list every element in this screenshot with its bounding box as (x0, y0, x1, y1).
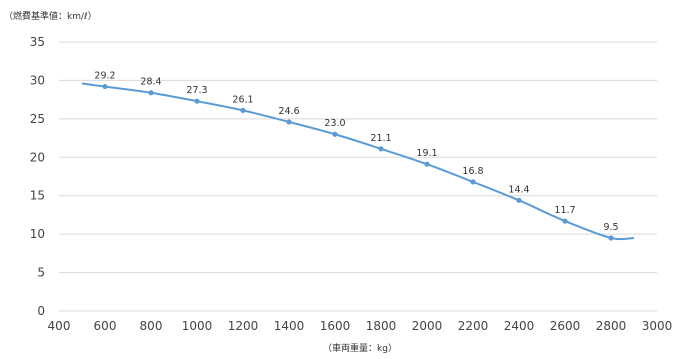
data-point (424, 161, 430, 167)
data-label: 14.4 (508, 184, 529, 195)
data-point (332, 131, 338, 137)
x-tick-label: 2800 (596, 319, 627, 333)
x-tick-label: 1000 (182, 319, 213, 333)
y-tick-label: 25 (30, 112, 45, 126)
data-point (148, 90, 154, 96)
x-tick-label: 2400 (504, 319, 535, 333)
data-label: 19.1 (416, 148, 437, 159)
x-tick-label: 400 (48, 319, 71, 333)
data-point (194, 98, 200, 104)
data-label: 26.1 (232, 94, 253, 105)
data-label: 9.5 (603, 222, 618, 233)
y-tick-label: 15 (30, 189, 45, 203)
y-tick-label: 10 (30, 227, 45, 241)
data-label: 11.7 (554, 205, 575, 216)
data-label: 28.4 (140, 77, 161, 88)
y-tick-label: 20 (30, 150, 45, 164)
data-point (608, 235, 614, 241)
series-layer (81, 82, 635, 241)
data-point (240, 107, 246, 114)
data-label: 24.6 (278, 106, 299, 117)
x-tick-label: 1600 (320, 319, 351, 333)
x-tick-label: 800 (140, 319, 163, 333)
y-axis-title: （燃費基準値：km/ℓ） (4, 10, 97, 22)
data-point (516, 197, 522, 203)
data-point (286, 119, 292, 125)
x-tick-label: 1200 (228, 319, 259, 333)
x-tick-label: 1800 (366, 319, 397, 333)
x-tick-label: 3000 (642, 319, 673, 333)
x-axis-title: （車両重量：kg） (323, 342, 397, 354)
series-line (81, 82, 635, 241)
data-point (378, 146, 384, 152)
y-axis: 0 5 10 15 20 25 30 35 (30, 35, 45, 318)
y-tick-label: 0 (37, 304, 45, 318)
data-label: 23.0 (324, 118, 345, 129)
grid-layer (59, 41, 657, 312)
x-tick-label: 2000 (412, 319, 443, 333)
data-label: 29.2 (94, 71, 115, 82)
y-tick-label: 30 (30, 73, 45, 87)
data-label: 27.3 (186, 85, 207, 96)
x-tick-label: 2600 (550, 319, 581, 333)
data-labels-layer: 29.2 28.4 27.3 26.1 24.6 23.0 21.1 19.1 16.8 14.4… (94, 71, 618, 233)
x-tick-label: 2200 (458, 319, 489, 333)
y-tick-label: 5 (37, 266, 45, 280)
x-tick-label: 600 (94, 319, 117, 333)
data-label: 21.1 (370, 133, 391, 144)
data-label: 16.8 (462, 166, 483, 177)
x-tick-label: 1400 (274, 319, 305, 333)
data-point (102, 83, 108, 90)
data-point (470, 179, 476, 185)
x-axis: 400 600 800 1000 1200 1400 1600 1800 2000 2200 240… (48, 319, 673, 333)
y-tick-label: 35 (30, 35, 45, 49)
data-point (562, 218, 568, 224)
